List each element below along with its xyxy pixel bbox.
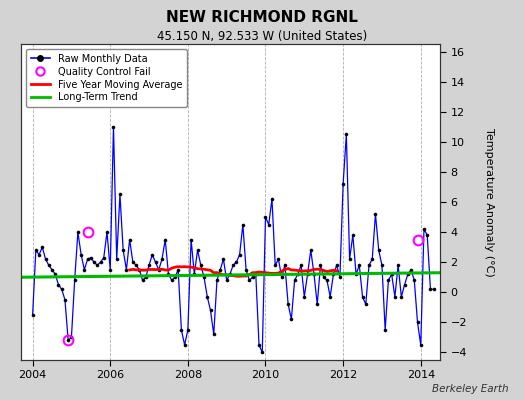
Text: Berkeley Earth: Berkeley Earth — [432, 384, 508, 394]
Text: 45.150 N, 92.533 W (United States): 45.150 N, 92.533 W (United States) — [157, 30, 367, 43]
Text: NEW RICHMOND RGNL: NEW RICHMOND RGNL — [166, 10, 358, 25]
Y-axis label: Temperature Anomaly (°C): Temperature Anomaly (°C) — [484, 128, 494, 276]
Legend: Raw Monthly Data, Quality Control Fail, Five Year Moving Average, Long-Term Tren: Raw Monthly Data, Quality Control Fail, … — [26, 49, 187, 107]
